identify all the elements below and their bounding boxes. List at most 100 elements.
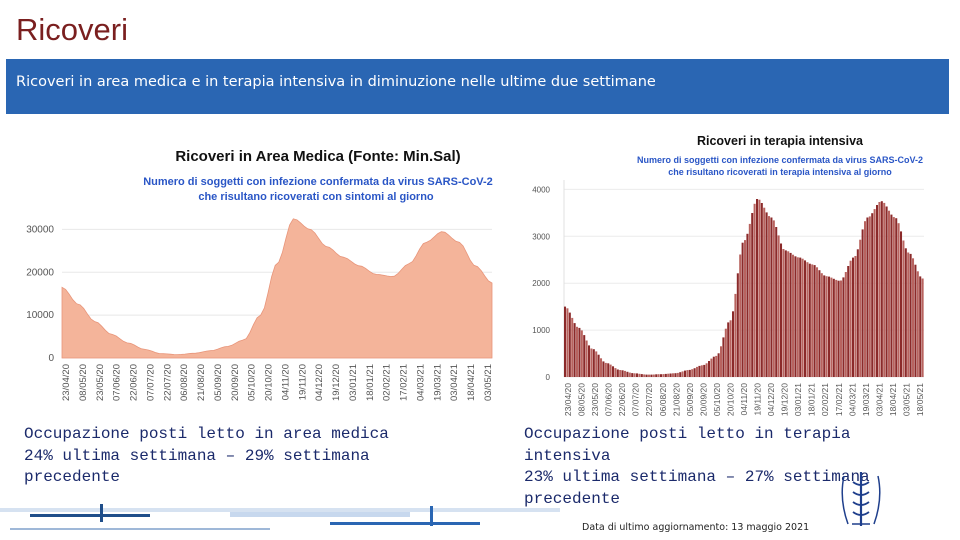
chart-subtitle-line-1: Numero di soggetti con infezione conferm…: [637, 155, 923, 165]
icu-bar: [736, 273, 739, 377]
x-tick-label: 05/10/20: [712, 383, 722, 416]
icu-bar: [883, 202, 886, 377]
icu-bar: [756, 199, 759, 377]
icu-bar: [592, 349, 595, 377]
icu-bar: [600, 358, 603, 377]
banner-text: Ricoveri in area medica e in terapia int…: [16, 74, 656, 90]
icu-bar: [840, 280, 843, 377]
icu-bar: [660, 374, 663, 377]
icu-bar: [638, 373, 641, 377]
icu-bar: [765, 212, 768, 377]
icu-bar: [772, 220, 775, 377]
x-tick-label: 18/01/21: [365, 364, 376, 401]
icu-bar: [777, 235, 780, 377]
icu-bar: [590, 348, 593, 377]
icu-bar: [734, 293, 737, 377]
icu-bar: [794, 256, 797, 377]
x-tick-label: 22/07/20: [644, 383, 654, 416]
icu-bar: [607, 363, 610, 377]
icu-bar: [787, 251, 790, 377]
x-tick-label: 03/01/21: [348, 364, 359, 401]
x-tick-label: 03/01/21: [793, 383, 803, 416]
icu-bar: [763, 207, 766, 377]
icu-bar: [621, 370, 624, 377]
icu-bar: [576, 326, 579, 377]
x-tick-label: 03/05/21: [483, 364, 494, 401]
icu-bar: [715, 355, 718, 377]
icu-bar: [609, 364, 612, 377]
x-tick-label: 21/08/20: [671, 383, 681, 416]
x-tick-label: 04/11/20: [739, 383, 749, 416]
chart-subtitle-line-2: che risultano ricoverati con sintomi al …: [198, 191, 434, 203]
icu-bar: [648, 374, 651, 377]
icu-bar: [784, 250, 787, 377]
y-tick-label: 20000: [26, 267, 54, 278]
icu-bar: [739, 254, 742, 377]
icu-bar: [722, 337, 725, 377]
icu-bar: [799, 257, 802, 377]
x-tick-label: 20/10/20: [725, 383, 735, 416]
icu-bar: [780, 243, 783, 377]
icu-bar: [667, 373, 670, 377]
icu-bar: [900, 231, 903, 377]
icu-bar: [597, 354, 600, 377]
x-tick-label: 02/02/21: [820, 383, 830, 416]
icu-bar: [729, 320, 732, 377]
icu-bar: [880, 201, 883, 377]
x-tick-label: 06/08/20: [658, 383, 668, 416]
icu-bar: [902, 240, 905, 377]
icu-bar: [674, 373, 677, 377]
icu-bar: [566, 308, 569, 377]
icu-bar: [698, 365, 701, 377]
y-tick-label: 30000: [26, 224, 54, 235]
icu-bar: [578, 327, 581, 377]
icu-bar: [820, 273, 823, 377]
occupancy-icu-line-1: Occupazione posti letto in terapia: [524, 425, 851, 443]
icu-bar: [693, 368, 696, 377]
x-tick-label: 08/05/20: [78, 364, 89, 401]
x-tick-label: 19/03/21: [432, 364, 443, 401]
icu-bar: [748, 223, 751, 377]
icu-bar: [849, 260, 852, 377]
icu-bar: [672, 373, 675, 377]
x-tick-label: 20/10/20: [264, 364, 275, 401]
icu-bar: [643, 374, 646, 377]
icu-bar: [828, 276, 831, 377]
icu-bar: [770, 217, 773, 377]
icu-bar: [892, 217, 895, 377]
x-tick-label: 18/01/21: [807, 383, 817, 416]
x-tick-label: 04/11/20: [280, 364, 291, 400]
x-tick-label: 18/04/21: [466, 364, 477, 401]
icu-bar: [873, 209, 876, 377]
icu-bar: [573, 323, 576, 377]
x-tick-label: 20/09/20: [698, 383, 708, 416]
x-tick-label: 19/12/20: [331, 364, 342, 401]
icu-bar: [888, 210, 891, 377]
x-tick-label: 23/04/20: [563, 383, 573, 416]
icu-bar: [751, 213, 754, 377]
x-tick-label: 18/05/21: [915, 383, 925, 416]
occupancy-medical-line-3: precedente: [24, 468, 121, 486]
icu-bar: [871, 213, 874, 377]
banner: Ricoveri in area medica e in terapia int…: [6, 59, 949, 114]
y-tick-label: 1000: [532, 326, 550, 335]
icu-bar: [588, 345, 591, 377]
occupancy-icu-line-3: 23% ultima settimana – 27% settimana: [524, 468, 870, 486]
icu-bar: [775, 227, 778, 377]
icu-bar: [664, 373, 667, 377]
icu-bar: [688, 369, 691, 377]
icu-bar: [691, 369, 694, 377]
x-tick-label: 22/07/20: [162, 364, 173, 401]
icu-bar: [811, 264, 814, 377]
icu-bar: [753, 203, 756, 377]
icu-bar: [878, 202, 881, 377]
icu-bar: [804, 260, 807, 377]
icu-bar: [832, 278, 835, 377]
icu-bar: [823, 275, 826, 377]
y-tick-label: 0: [546, 373, 551, 382]
occupancy-medical: Occupazione posti letto in area medica 2…: [24, 424, 389, 489]
icu-bar: [571, 317, 574, 377]
y-tick-label: 4000: [532, 185, 550, 194]
icu-bar: [640, 374, 643, 377]
icu-bar: [758, 199, 761, 377]
